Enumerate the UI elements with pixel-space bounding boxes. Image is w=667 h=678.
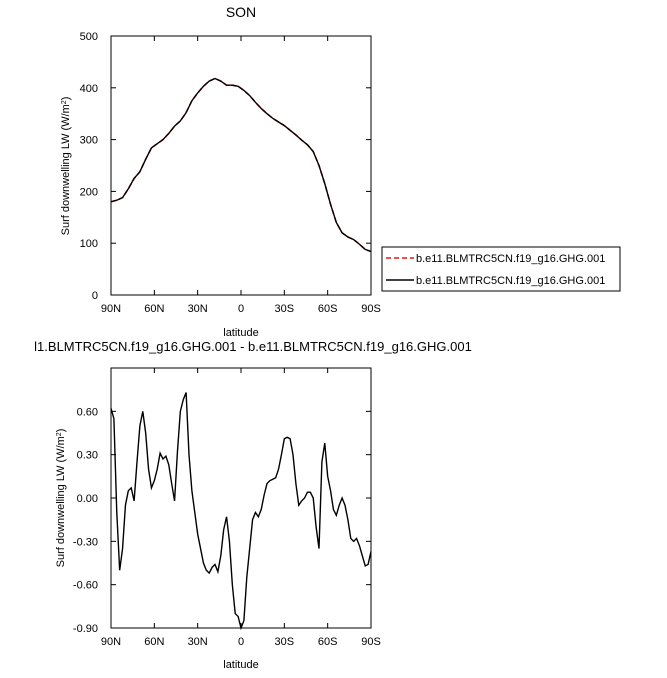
top-y-axis-label: Surf downwelling LW (W/m2) [60,97,72,236]
top-y-tick-label: 0 [92,290,98,302]
top-y-tick-label: 400 [80,83,98,95]
bottom-x-tick-label: 90N [101,636,121,648]
top-x-tick-label: 30N [188,303,208,315]
bottom-y-axis-label-main: Surf downwelling LW (W/m [55,436,67,567]
top-plot-frame [110,35,372,296]
top-chart-title: SON [226,4,256,20]
legend-label-1: b.e11.BLMTRC5CN.f19_g16.GHG.001 [416,253,605,265]
bottom-x-tick-label: 30S [275,636,295,648]
legend-box [381,246,621,292]
top-x-tick-label: 0 [238,303,244,315]
bottom-y-axis-label-sup: 2 [56,432,63,436]
bottom-y-tick-label: 0.30 [77,450,98,462]
bottom-series-line-1 [110,392,372,631]
bottom-x-axis-label: latitude [223,659,258,671]
bottom-plot-area: 90N 60N 30N 0 30S 60S 90S -0.90 -0.60 -0.30 0.00 0.… [73,367,381,648]
top-y-tick-label: 300 [80,135,98,147]
top-series-line-1 [110,77,372,253]
bottom-panel: l1.BLMTRC5CN.f19_g16.GHG.001 - b.e11.BLM… [34,339,472,671]
bottom-y-tick-label: -0.60 [73,580,98,592]
top-y-tick-label: 100 [80,238,98,250]
bottom-x-tick-label: 90S [361,636,381,648]
top-x-tick-label: 90S [361,303,381,315]
top-x-tick-label: 30S [275,303,295,315]
legend: b.e11.BLMTRC5CN.f19_g16.GHG.001 b.e11.BL… [381,246,621,292]
top-y-tick-label: 200 [80,186,98,198]
top-panel: SON 90N 60N 30N 0 30S 60S 90S0100200300400500 … [60,4,621,339]
legend-label-2: b.e11.BLMTRC5CN.f19_g16.GHG.001 [416,275,605,287]
bottom-x-tick-label: 60N [144,636,164,648]
top-series-line-2 [110,77,372,253]
top-x-tick-label: 60N [144,303,164,315]
bottom-x-tick-label: 0 [238,636,244,648]
bottom-chart-title: l1.BLMTRC5CN.f19_g16.GHG.001 - b.e11.BLM… [34,339,472,354]
top-y-axis-label-tail: ) [60,97,72,101]
bottom-y-tick-label: 0.60 [77,406,98,418]
top-x-axis-label: latitude [223,327,258,339]
bottom-y-tick-label: 0.00 [77,493,98,505]
bottom-y-axis-label-tail: ) [55,429,67,433]
top-x-tick-label: 90N [101,303,121,315]
bottom-y-tick-label: -0.30 [73,536,98,548]
top-y-axis-label-main: Surf downwelling LW (W/m [60,104,72,235]
top-y-axis-label-sup: 2 [61,100,68,104]
bottom-x-tick-label: 60S [318,636,338,648]
top-plot-area: 90N 60N 30N 0 30S 60S 90S 0 100 200 300 400 500 [80,31,381,315]
bottom-y-tick-label: -0.90 [73,623,98,635]
top-y-tick-label: 500 [80,31,98,43]
bottom-y-axis-label: Surf downwelling LW (W/m2) [55,429,67,568]
top-x-tick-label: 60S [318,303,338,315]
bottom-x-tick-label: 30N [188,636,208,648]
